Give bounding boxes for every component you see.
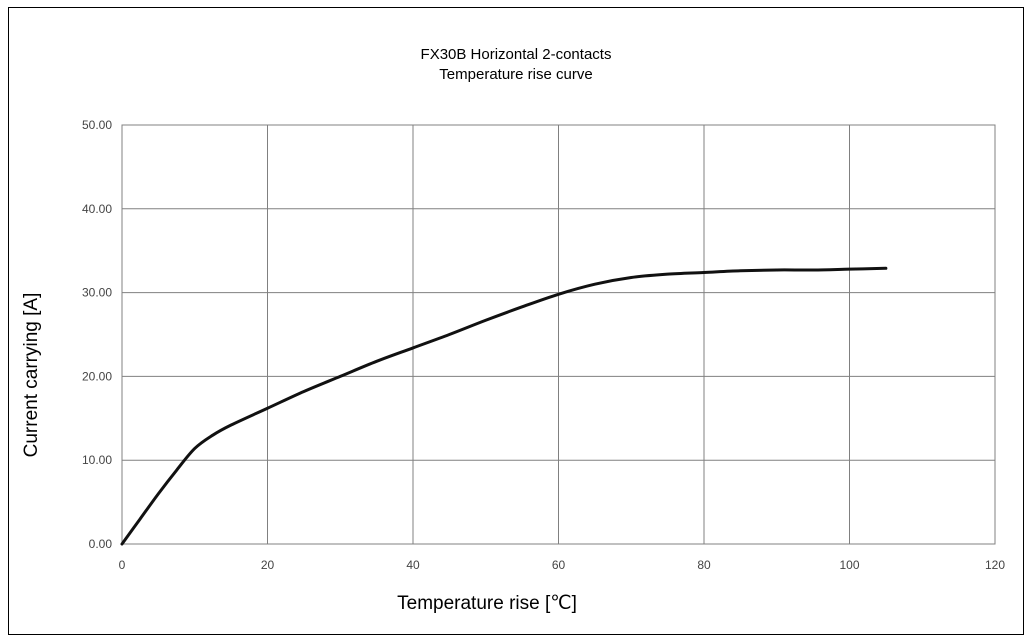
y-tick-label: 30.00 [82,286,112,300]
y-tick-label: 40.00 [82,202,112,216]
y-tick-label: 0.00 [89,537,113,551]
y-axis-tick-labels: 0.00 10.00 20.00 30.00 40.00 50.00 [82,118,112,551]
x-tick-label: 120 [985,558,1005,572]
series-line-0 [120,266,888,546]
x-tick-label: 20 [261,558,275,572]
x-tick-label: 60 [552,558,566,572]
x-tick-label: 100 [839,558,859,572]
x-axis-title: Temperature rise [℃] [397,593,577,614]
x-tick-label: 80 [697,558,711,572]
y-axis-title: Current carrying [A] [21,293,42,458]
series-group [120,266,888,546]
y-tick-label: 10.00 [82,453,112,467]
y-tick-label: 50.00 [82,118,112,132]
chart-svg: FX30B Horizontal 2-contacts Temperature … [21,46,1006,614]
y-tick-label: 20.00 [82,369,112,383]
plot-area-border [121,124,996,545]
grid [121,124,996,545]
x-tick-label: 40 [406,558,420,572]
x-tick-label: 0 [119,558,126,572]
chart-title-line-2: Temperature rise curve [439,66,592,83]
chart-frame: FX30B Horizontal 2-contacts Temperature … [8,7,1024,635]
x-axis-tick-labels: 0 20 40 60 80 100 120 [119,558,1006,572]
chart-title-line-1: FX30B Horizontal 2-contacts [421,46,612,63]
